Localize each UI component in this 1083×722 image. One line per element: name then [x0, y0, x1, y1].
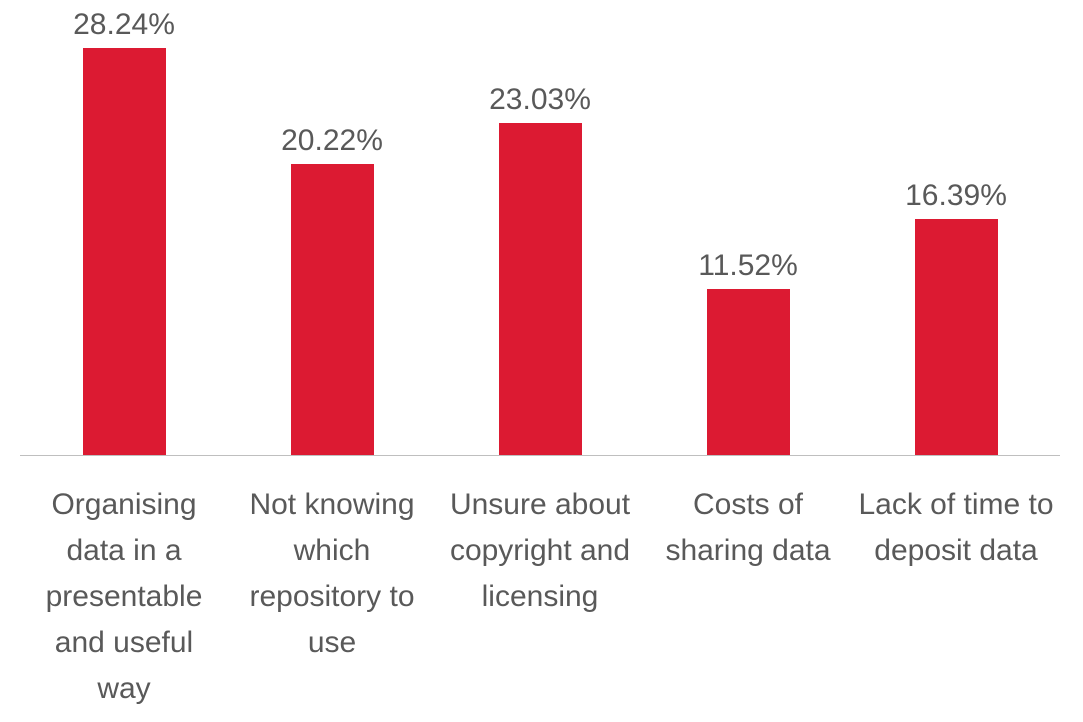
axis-line	[20, 455, 1060, 456]
category-label: Lack of time to deposit data	[858, 488, 1054, 567]
category-label: Costs of sharing data	[665, 488, 831, 567]
bar	[498, 123, 582, 455]
value-label: 11.52%	[698, 248, 798, 282]
bar	[914, 218, 998, 455]
bar	[290, 163, 374, 455]
bar	[706, 288, 790, 455]
value-label: 20.22%	[281, 123, 383, 157]
bar	[82, 48, 166, 455]
category-label: Not knowing which repository to use	[249, 488, 415, 659]
value-label: 28.24%	[73, 8, 175, 41]
category-label: Organising data in a presentable and use…	[45, 488, 203, 705]
value-label: 23.03%	[489, 83, 591, 117]
category-label: Unsure about copyright and licensing	[449, 488, 631, 613]
value-label: 16.39%	[905, 178, 1007, 212]
